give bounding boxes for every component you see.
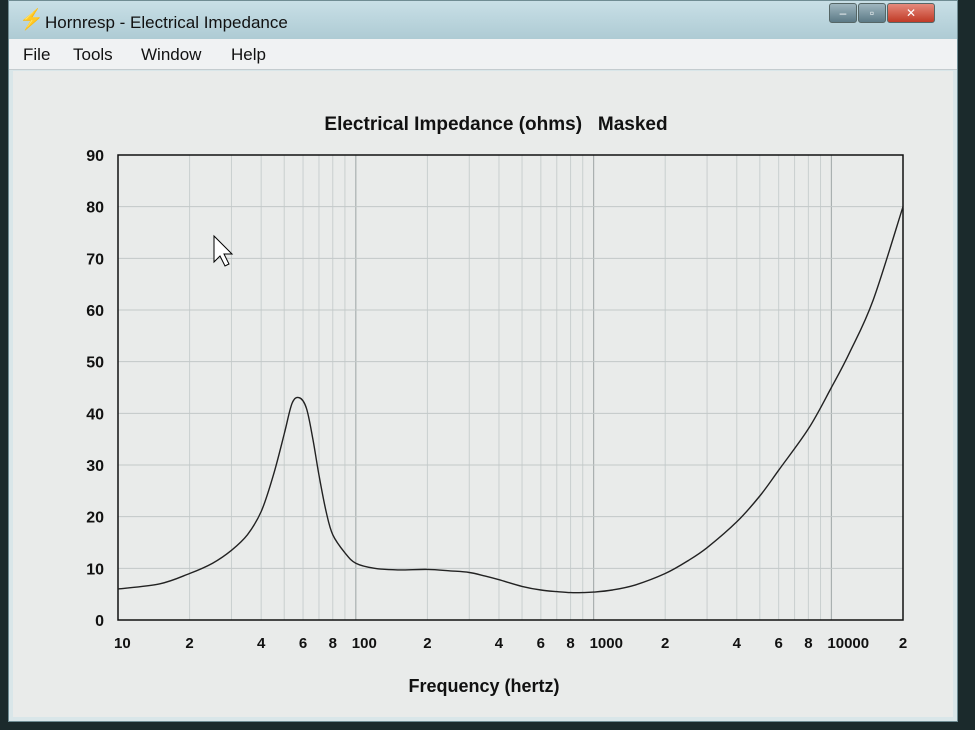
x-tick-label: 8: [329, 635, 337, 652]
y-tick-label: 90: [86, 148, 104, 165]
plot-frame: [117, 154, 904, 621]
x-tick-label: 8: [804, 635, 812, 652]
lightning-icon: ⚡: [19, 9, 44, 31]
y-tick-label: 70: [86, 251, 104, 268]
y-tick-label: 40: [86, 406, 104, 423]
x-tick-label: 6: [774, 635, 782, 652]
y-tick-label: 10: [86, 561, 104, 578]
x-tick-label: 6: [537, 635, 545, 652]
maximize-button[interactable]: ▫: [858, 3, 886, 23]
menu-help[interactable]: Help: [231, 45, 266, 64]
chart-area: [13, 71, 953, 717]
impedance-series-line: [117, 206, 904, 594]
y-axis: 0 10 20 30 40 50 60 70 80 90: [86, 148, 104, 630]
y-tick-label: 20: [86, 510, 104, 527]
x-tick-label: 2: [423, 635, 431, 652]
x-tick-label: 2: [661, 635, 669, 652]
y-tick-label: 30: [86, 458, 104, 475]
x-axis: 10 2 4 6 8 100 2 4 6 8 1000 2 4 6 8 10000 2: [114, 635, 907, 652]
chart-title: Electrical Impedance (ohms) Masked: [324, 114, 667, 135]
x-axis-label: Frequency (hertz): [408, 676, 559, 696]
menu-file[interactable]: File: [23, 45, 51, 64]
x-tick-label: 10000: [827, 635, 869, 652]
window-title: Hornresp - Electrical Impedance: [45, 13, 288, 32]
x-tick-label: 4: [257, 635, 266, 652]
x-tick-label: 10: [114, 635, 131, 652]
y-tick-label: 80: [86, 200, 104, 217]
title-bar[interactable]: ⚡ Hornresp - Electrical Impedance – ▫ ✕: [9, 1, 957, 39]
y-tick-label: 50: [86, 355, 104, 372]
mouse-cursor-icon: [213, 234, 234, 267]
x-tick-label: 6: [299, 635, 307, 652]
x-tick-label: 4: [495, 635, 504, 652]
x-tick-label: 2: [899, 635, 907, 652]
y-tick-label: 60: [86, 303, 104, 320]
x-tick-label: 2: [185, 635, 193, 652]
hornresp-window: ⚡ Hornresp - Electrical Impedance – ▫ ✕ …: [8, 0, 958, 722]
y-tick-label: 0: [95, 613, 104, 630]
x-tick-label: 4: [733, 635, 742, 652]
close-button[interactable]: ✕: [887, 3, 935, 23]
chart-grid: [118, 155, 903, 620]
menu-tools[interactable]: Tools: [73, 45, 113, 64]
x-tick-label: 100: [352, 635, 377, 652]
menu-bar: File Tools Window Help: [9, 39, 957, 70]
menu-window[interactable]: Window: [141, 45, 202, 64]
x-tick-label: 8: [566, 635, 574, 652]
x-tick-label: 1000: [590, 635, 623, 652]
minimize-button[interactable]: –: [829, 3, 857, 23]
